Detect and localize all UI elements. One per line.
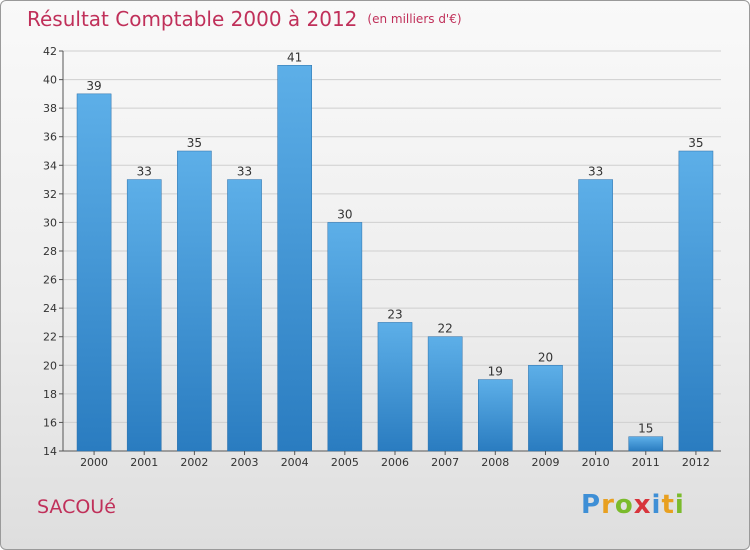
- y-tick-label: 16: [43, 416, 57, 429]
- data-label: 30: [337, 207, 352, 221]
- data-label: 22: [438, 322, 453, 336]
- bar: [678, 150, 714, 452]
- y-tick-label: 38: [43, 102, 57, 115]
- bar: [76, 93, 112, 452]
- x-tick-label: 2002: [180, 456, 208, 469]
- x-tick-label: 2010: [582, 456, 610, 469]
- bar: [578, 179, 613, 452]
- data-label: 35: [187, 136, 202, 150]
- x-tick-label: 2004: [281, 456, 309, 469]
- x-tick-label: 2011: [632, 456, 660, 469]
- bar: [377, 322, 413, 452]
- data-label: 20: [538, 350, 553, 364]
- x-tick-label: 2009: [531, 456, 559, 469]
- data-label: 33: [588, 165, 603, 179]
- x-tick-label: 2008: [481, 456, 509, 469]
- logo-letter: r: [601, 490, 615, 520]
- chart-title-text: Résultat Comptable 2000 à 2012: [27, 7, 358, 31]
- bar: [126, 179, 162, 452]
- x-tick-label: 2006: [381, 456, 409, 469]
- y-tick-label: 32: [43, 188, 57, 201]
- y-tick-label: 40: [43, 74, 57, 87]
- y-tick-label: 42: [43, 45, 57, 58]
- logo-letter: t: [661, 490, 675, 520]
- y-tick-label: 28: [43, 245, 57, 258]
- bar: [478, 379, 513, 452]
- bar: [327, 222, 363, 452]
- y-tick-label: 22: [43, 331, 57, 344]
- x-tick-label: 2000: [80, 456, 108, 469]
- logo-letter: i: [674, 490, 685, 520]
- y-tick-label: 34: [43, 159, 57, 172]
- data-label: 19: [488, 365, 503, 379]
- chart-title: Résultat Comptable 2000 à 2012 (en millie…: [27, 7, 462, 31]
- data-label: 15: [638, 422, 653, 436]
- bar: [528, 365, 563, 452]
- bar: [227, 179, 262, 452]
- chart-unit: (en milliers d'€): [367, 12, 462, 26]
- data-label: 33: [137, 165, 152, 179]
- data-label: 23: [387, 307, 402, 321]
- x-tick-label: 2012: [682, 456, 710, 469]
- data-label: 35: [688, 136, 703, 150]
- x-tick-label: 2005: [331, 456, 359, 469]
- logo-letter: P: [581, 490, 602, 520]
- y-tick-label: 30: [43, 216, 57, 229]
- bar: [427, 336, 463, 452]
- y-tick-label: 18: [43, 388, 57, 401]
- bar: [628, 436, 664, 452]
- x-tick-label: 2007: [431, 456, 459, 469]
- y-tick-label: 36: [43, 131, 57, 144]
- x-tick-label: 2001: [130, 456, 158, 469]
- y-tick-label: 14: [43, 445, 57, 458]
- commune-name: SACOUé: [37, 496, 116, 518]
- bar: [277, 65, 312, 452]
- logo-letter: o: [614, 490, 634, 520]
- y-tick-label: 26: [43, 274, 57, 287]
- y-tick-label: 20: [43, 359, 57, 372]
- data-label: 33: [237, 165, 252, 179]
- x-tick-label: 2003: [231, 456, 259, 469]
- logo-letter: x: [633, 490, 652, 520]
- proxiti-logo: Proxiti: [581, 490, 685, 520]
- data-label: 39: [86, 79, 101, 93]
- data-label: 41: [287, 50, 302, 64]
- logo-letter: i: [651, 490, 662, 520]
- y-tick-label: 24: [43, 302, 57, 315]
- bar: [177, 150, 212, 452]
